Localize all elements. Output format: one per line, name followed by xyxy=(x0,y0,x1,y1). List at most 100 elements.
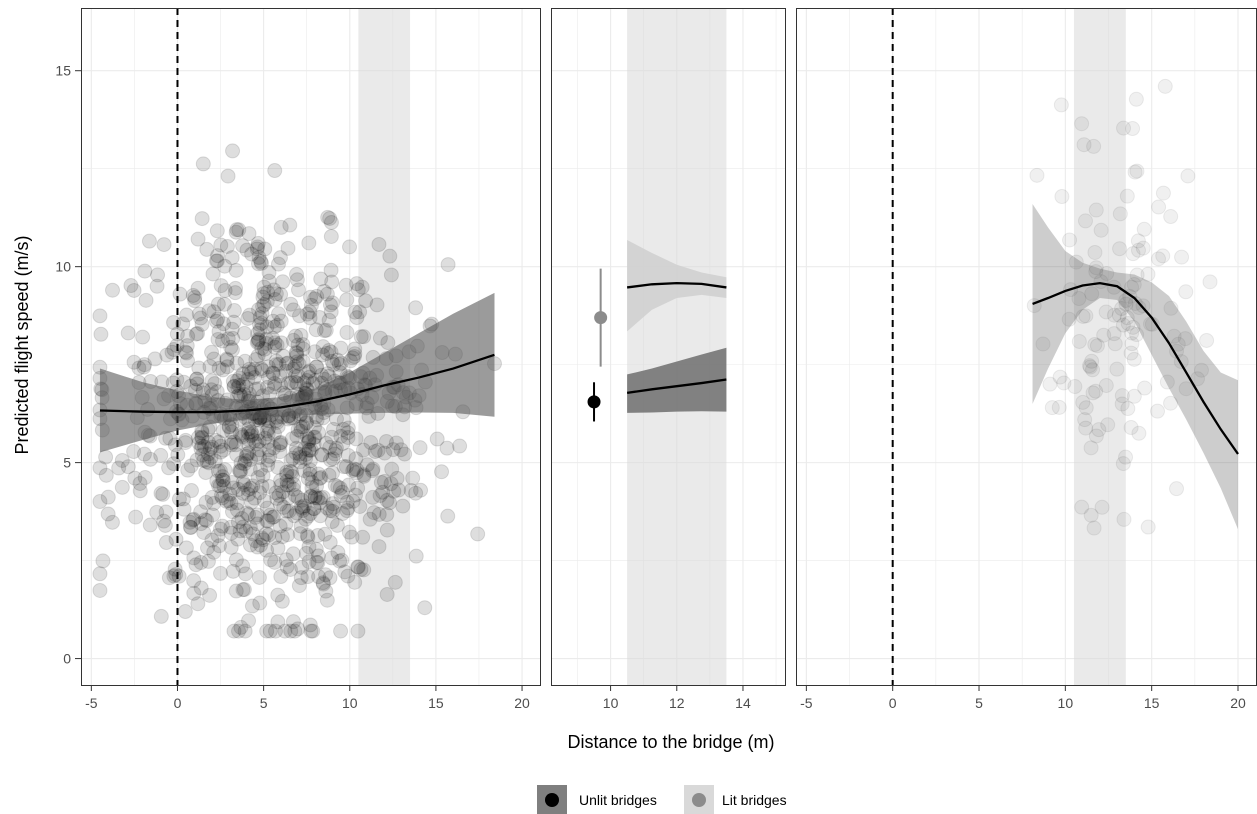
scatter-point xyxy=(327,446,343,462)
scatter-point xyxy=(303,488,319,504)
scatter-point xyxy=(313,490,329,506)
scatter-point xyxy=(1114,388,1130,404)
scatter-point xyxy=(317,526,333,542)
scatter-point xyxy=(189,452,205,468)
scatter-point xyxy=(286,481,302,497)
scatter-point xyxy=(204,373,220,389)
scatter-point xyxy=(301,431,317,447)
scatter-point xyxy=(230,380,246,396)
scatter-point xyxy=(1088,428,1104,444)
scatter-point xyxy=(147,351,163,367)
scatter-point xyxy=(153,608,169,624)
scatter-point xyxy=(242,307,258,323)
scatter-point xyxy=(246,490,262,506)
scatter-point xyxy=(281,477,297,493)
scatter-point xyxy=(1075,308,1091,324)
scatter-point xyxy=(288,344,304,360)
scatter-point xyxy=(166,568,182,584)
scatter-point xyxy=(127,470,143,486)
scatter-point xyxy=(252,595,268,611)
scatter-point xyxy=(170,447,186,463)
scatter-point xyxy=(200,434,216,450)
scatter-point xyxy=(256,493,272,509)
scatter-point xyxy=(168,567,184,583)
x-axis-title: Distance to the bridge (m) xyxy=(567,732,774,752)
scatter-point xyxy=(219,359,235,375)
scatter-point xyxy=(1155,185,1171,201)
scatter-point xyxy=(226,480,242,496)
scatter-point xyxy=(353,329,369,345)
scatter-point xyxy=(238,523,254,539)
scatter-point xyxy=(1159,374,1175,390)
scatter-point xyxy=(320,209,336,225)
scatter-point xyxy=(193,310,209,326)
scatter-point xyxy=(383,267,399,283)
scatter-point xyxy=(261,273,277,289)
scatter-point xyxy=(213,565,229,581)
scatter-point xyxy=(319,500,335,516)
scatter-point xyxy=(226,303,242,319)
scatter-point xyxy=(335,506,351,522)
scatter-point xyxy=(202,358,218,374)
scatter-point xyxy=(273,313,289,329)
scatter-point xyxy=(233,619,249,635)
scatter-point xyxy=(389,470,405,486)
scatter-point xyxy=(1130,242,1146,258)
scatter-point xyxy=(231,222,247,238)
scatter-point xyxy=(206,495,222,511)
scatter-point xyxy=(265,365,281,381)
scatter-point xyxy=(319,366,335,382)
scatter-point xyxy=(333,428,349,444)
scatter-point xyxy=(190,325,206,341)
scatter-point xyxy=(369,297,385,313)
scatter-point xyxy=(365,461,381,477)
scatter-point xyxy=(161,570,177,586)
scatter-point xyxy=(241,506,257,522)
scatter-point xyxy=(211,538,227,554)
scatter-point xyxy=(1127,164,1143,180)
scatter-point xyxy=(128,509,144,525)
scatter-point xyxy=(1118,449,1134,465)
scatter-point xyxy=(180,328,196,344)
scatter-point xyxy=(334,484,350,500)
scatter-point xyxy=(1155,248,1171,264)
scatter-point xyxy=(287,359,303,375)
legend-point-lit xyxy=(692,793,706,807)
scatter-point xyxy=(347,304,363,320)
scatter-point xyxy=(356,467,372,483)
scatter-point xyxy=(294,559,310,575)
scatter-point xyxy=(298,545,314,561)
scatter-point xyxy=(215,472,231,488)
scatter-point xyxy=(1082,358,1098,374)
scatter-points xyxy=(1026,78,1218,536)
scatter-point xyxy=(259,423,275,439)
scatter-point xyxy=(314,447,330,463)
scatter-point xyxy=(239,505,255,521)
scatter-point xyxy=(356,329,372,345)
scatter-point xyxy=(203,382,219,398)
scatter-point xyxy=(305,623,321,639)
scatter-point xyxy=(166,456,182,472)
scatter-point xyxy=(1126,388,1142,404)
scatter-point xyxy=(273,287,289,303)
scatter-point xyxy=(292,450,308,466)
scatter-point xyxy=(1169,481,1185,497)
scatter-point xyxy=(252,310,268,326)
scatter-point xyxy=(132,483,148,499)
scatter-point xyxy=(273,435,289,451)
scatter-point xyxy=(190,596,206,612)
scatter-point xyxy=(92,460,108,476)
scatter-point xyxy=(167,437,183,453)
scatter-point xyxy=(325,503,341,519)
scatter-point xyxy=(375,484,391,500)
scatter-point xyxy=(200,446,216,462)
scatter-point xyxy=(1126,277,1142,293)
scatter-point xyxy=(298,446,314,462)
scatter-point xyxy=(1115,317,1131,333)
scatter-point xyxy=(155,486,171,502)
scatter-point xyxy=(149,278,165,294)
scatter-point xyxy=(258,331,274,347)
scatter-point xyxy=(318,567,334,583)
scatter-point xyxy=(295,503,311,519)
scatter-point xyxy=(169,338,185,354)
